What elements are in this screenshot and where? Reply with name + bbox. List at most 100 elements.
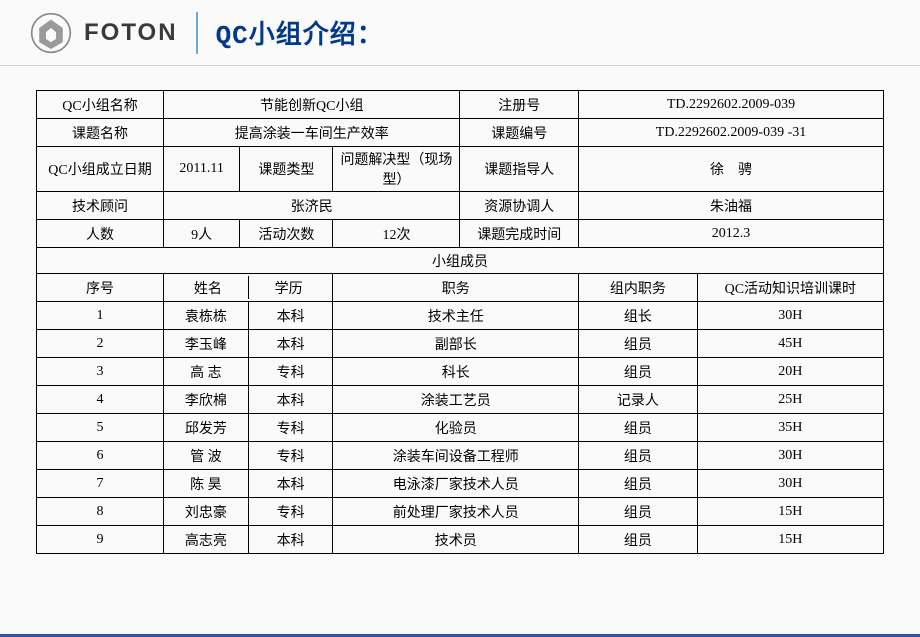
- cell-name-edu: 高 志专科: [164, 358, 333, 386]
- col-training: QC活动知识培训课时: [697, 274, 883, 302]
- cell-role: 组员: [579, 526, 698, 554]
- table-row: 1袁栋栋本科技术主任组长30H: [37, 302, 884, 330]
- table-row: 2李玉峰本科副部长组员45H: [37, 330, 884, 358]
- cell-topic-name: 提高涂装一车间生产效率: [164, 119, 460, 147]
- cell-topic-leader: 徐 骋: [579, 147, 884, 192]
- cell-no: 9: [37, 526, 164, 554]
- cell-group-name-label: QC小组名称: [37, 91, 164, 119]
- header-divider: [196, 12, 198, 54]
- table-row: 课题名称 提高涂装一车间生产效率 课题编号 TD.2292602.2009-03…: [37, 119, 884, 147]
- cell-tech-advisor: 张济民: [164, 192, 460, 220]
- cell-training: 45H: [697, 330, 883, 358]
- cell-tech-advisor-label: 技术顾问: [37, 192, 164, 220]
- cell-edu: 本科: [249, 302, 333, 329]
- table-row: 9高志亮本科技术员组员15H: [37, 526, 884, 554]
- page-title: QC小组介绍：: [216, 14, 384, 51]
- cell-complete-time: 2012.3: [579, 220, 884, 248]
- cell-name: 李玉峰: [164, 330, 249, 357]
- cell-name: 管 波: [164, 442, 249, 469]
- cell-name-edu: 袁栋栋本科: [164, 302, 333, 330]
- cell-role: 组员: [579, 442, 698, 470]
- logo-text: FOTON: [84, 19, 178, 47]
- cell-role: 组员: [579, 414, 698, 442]
- cell-no: 1: [37, 302, 164, 330]
- cell-group-name: 节能创新QC小组: [164, 91, 460, 119]
- cell-name: 高志亮: [164, 526, 249, 553]
- cell-position: 涂装车间设备工程师: [333, 442, 579, 470]
- cell-position: 电泳漆厂家技术人员: [333, 470, 579, 498]
- cell-edu: 本科: [249, 330, 333, 357]
- table-row: QC小组名称 节能创新QC小组 注册号 TD.2292602.2009-039: [37, 91, 884, 119]
- table-row: 8刘忠豪专科前处理厂家技术人员组员15H: [37, 498, 884, 526]
- cell-edu: 本科: [249, 526, 333, 553]
- cell-topic-type-label: 课题类型: [240, 147, 333, 192]
- col-role: 组内职务: [579, 274, 698, 302]
- cell-activity-count: 12次: [333, 220, 460, 248]
- cell-edu: 本科: [249, 470, 333, 497]
- cell-reg-no: TD.2292602.2009-039: [579, 91, 884, 119]
- cell-topic-name-label: 课题名称: [37, 119, 164, 147]
- cell-training: 15H: [697, 498, 883, 526]
- table-row: 4李欣棉本科涂装工艺员记录人25H: [37, 386, 884, 414]
- cell-position: 前处理厂家技术人员: [333, 498, 579, 526]
- cell-name-edu: 陈 昊本科: [164, 470, 333, 498]
- cell-training: 30H: [697, 302, 883, 330]
- cell-members-title: 小组成员: [37, 248, 884, 274]
- col-name-edu: 姓名 学历: [164, 274, 333, 302]
- table-row: 人数 9人 活动次数 12次 课题完成时间 2012.3: [37, 220, 884, 248]
- cell-edu: 专科: [249, 442, 333, 469]
- cell-no: 3: [37, 358, 164, 386]
- header: FOTON QC小组介绍：: [0, 0, 920, 66]
- table-row: 6管 波专科涂装车间设备工程师组员30H: [37, 442, 884, 470]
- cell-position: 化验员: [333, 414, 579, 442]
- table-row: 7陈 昊本科电泳漆厂家技术人员组员30H: [37, 470, 884, 498]
- table-row: 3高 志专科科长组员20H: [37, 358, 884, 386]
- cell-complete-time-label: 课题完成时间: [460, 220, 579, 248]
- cell-name: 袁栋栋: [164, 302, 249, 329]
- cell-training: 30H: [697, 470, 883, 498]
- cell-role: 组员: [579, 330, 698, 358]
- cell-name-edu: 邱发芳专科: [164, 414, 333, 442]
- cell-name: 李欣棉: [164, 386, 249, 413]
- col-no: 序号: [37, 274, 164, 302]
- cell-found-date: 2011.11: [164, 147, 240, 192]
- content-table-wrap: QC小组名称 节能创新QC小组 注册号 TD.2292602.2009-039 …: [0, 66, 920, 554]
- cell-role: 组员: [579, 498, 698, 526]
- cell-no: 2: [37, 330, 164, 358]
- cell-count: 9人: [164, 220, 240, 248]
- cell-no: 7: [37, 470, 164, 498]
- cell-resource-coord: 朱油福: [579, 192, 884, 220]
- cell-role: 组员: [579, 470, 698, 498]
- cell-no: 8: [37, 498, 164, 526]
- cell-name-edu: 管 波专科: [164, 442, 333, 470]
- cell-position: 技术主任: [333, 302, 579, 330]
- col-position: 职务: [333, 274, 579, 302]
- cell-activity-count-label: 活动次数: [240, 220, 333, 248]
- cell-name: 刘忠豪: [164, 498, 249, 525]
- cell-name: 高 志: [164, 358, 249, 385]
- cell-role: 组长: [579, 302, 698, 330]
- cell-position: 技术员: [333, 526, 579, 554]
- cell-count-label: 人数: [37, 220, 164, 248]
- cell-edu: 专科: [249, 414, 333, 441]
- cell-name: 邱发芳: [164, 414, 249, 441]
- cell-topic-no: TD.2292602.2009-039 -31: [579, 119, 884, 147]
- cell-position: 副部长: [333, 330, 579, 358]
- cell-no: 5: [37, 414, 164, 442]
- cell-training: 35H: [697, 414, 883, 442]
- cell-reg-no-label: 注册号: [460, 91, 579, 119]
- cell-training: 20H: [697, 358, 883, 386]
- table-row: 技术顾问 张济民 资源协调人 朱油福: [37, 192, 884, 220]
- cell-name-edu: 李玉峰本科: [164, 330, 333, 358]
- cell-name-edu: 高志亮本科: [164, 526, 333, 554]
- cell-edu: 专科: [249, 498, 333, 525]
- cell-found-date-label: QC小组成立日期: [37, 147, 164, 192]
- cell-training: 15H: [697, 526, 883, 554]
- table-row: QC小组成立日期 2011.11 课题类型 问题解决型（现场型） 课题指导人 徐…: [37, 147, 884, 192]
- table-row: 5邱发芳专科化验员组员35H: [37, 414, 884, 442]
- cell-position: 涂装工艺员: [333, 386, 579, 414]
- cell-name-edu: 李欣棉本科: [164, 386, 333, 414]
- cell-position: 科长: [333, 358, 579, 386]
- cell-topic-no-label: 课题编号: [460, 119, 579, 147]
- table-row: 小组成员: [37, 248, 884, 274]
